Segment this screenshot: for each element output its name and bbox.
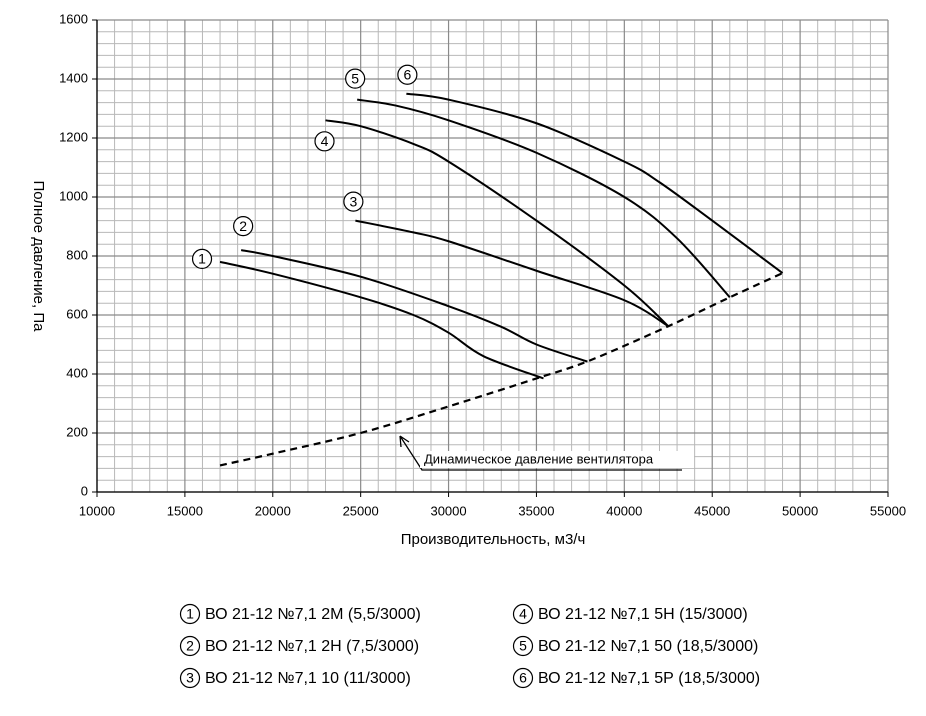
legend-number-circle [179,635,201,657]
legend-number-circle [512,667,534,689]
y-tick-label: 1200 [59,129,88,144]
curve-label: 3 [349,193,357,209]
legend-label: ВО 21-12 №7,1 2М (5,5/3000) [205,606,421,623]
series-line [355,219,669,328]
curve-label: 6 [403,66,411,82]
y-tick-label: 600 [66,306,88,321]
x-tick-label: 30000 [430,503,466,518]
y-tick-label: 0 [81,483,88,498]
dynamic-pressure-line [219,272,783,467]
x-tick-label: 50000 [782,503,818,518]
legend-number: 3 [186,670,194,686]
x-tick-label: 35000 [518,503,554,518]
curve-label-circle [397,64,418,85]
legend-number-circle [512,603,534,625]
legend-number: 5 [519,638,527,654]
series-line [357,98,731,298]
legend-label: ВО 21-12 №7,1 10 (11/3000) [205,670,411,687]
y-tick-label: 1600 [59,11,88,26]
y-tick-label: 400 [66,365,88,380]
series-line [325,119,669,327]
x-tick-label: 40000 [606,503,642,518]
legend-number: 6 [519,670,527,686]
legend-number: 2 [186,638,194,654]
annotation-arrow [399,435,682,471]
y-tick-label: 200 [66,424,88,439]
curve-label-circle [191,248,213,269]
legend-number: 1 [186,606,194,622]
x-tick-label: 15000 [167,503,203,518]
series-line [406,92,784,274]
x-tick-label: 25000 [343,503,379,518]
legend-label: ВО 21-12 №7,1 5Р (18,5/3000) [538,670,760,687]
x-tick-label: 20000 [255,503,291,518]
x-tick-label: 10000 [79,503,115,518]
legend-number: 4 [519,606,527,622]
annotation: Динамическое давление вентилятора [424,451,654,466]
series-line [219,260,544,380]
curve-label: 1 [198,251,206,267]
curve-label-circle [233,216,254,237]
series-line [240,249,588,363]
y-tick-label: 1000 [59,188,88,203]
x-tick-label: 55000 [870,503,906,518]
curve-label: 2 [239,218,247,234]
legend-number-circle [179,603,201,625]
curve-label: 4 [321,133,329,149]
y-axis-label: Полное давление, Па [30,181,47,333]
y-tick-label: 1400 [59,70,88,85]
x-tick-label: 45000 [694,503,730,518]
curve-label-circle [314,131,335,152]
x-axis-label: Производительность, м3/ч [401,531,586,548]
legend-number-circle [179,667,201,689]
legend-number-circle [512,635,534,657]
curve-label-circle [345,68,366,89]
legend-label: ВО 21-12 №7,1 2Н (7,5/3000) [205,638,419,655]
y-tick-label: 800 [66,247,88,262]
curve-label: 5 [351,70,359,86]
legend-label: ВО 21-12 №7,1 50 (18,5/3000) [538,638,758,655]
annotation-bg [420,451,694,468]
legend-label: ВО 21-12 №7,1 5Н (15/3000) [538,606,748,623]
curve-label-circle [343,191,364,212]
